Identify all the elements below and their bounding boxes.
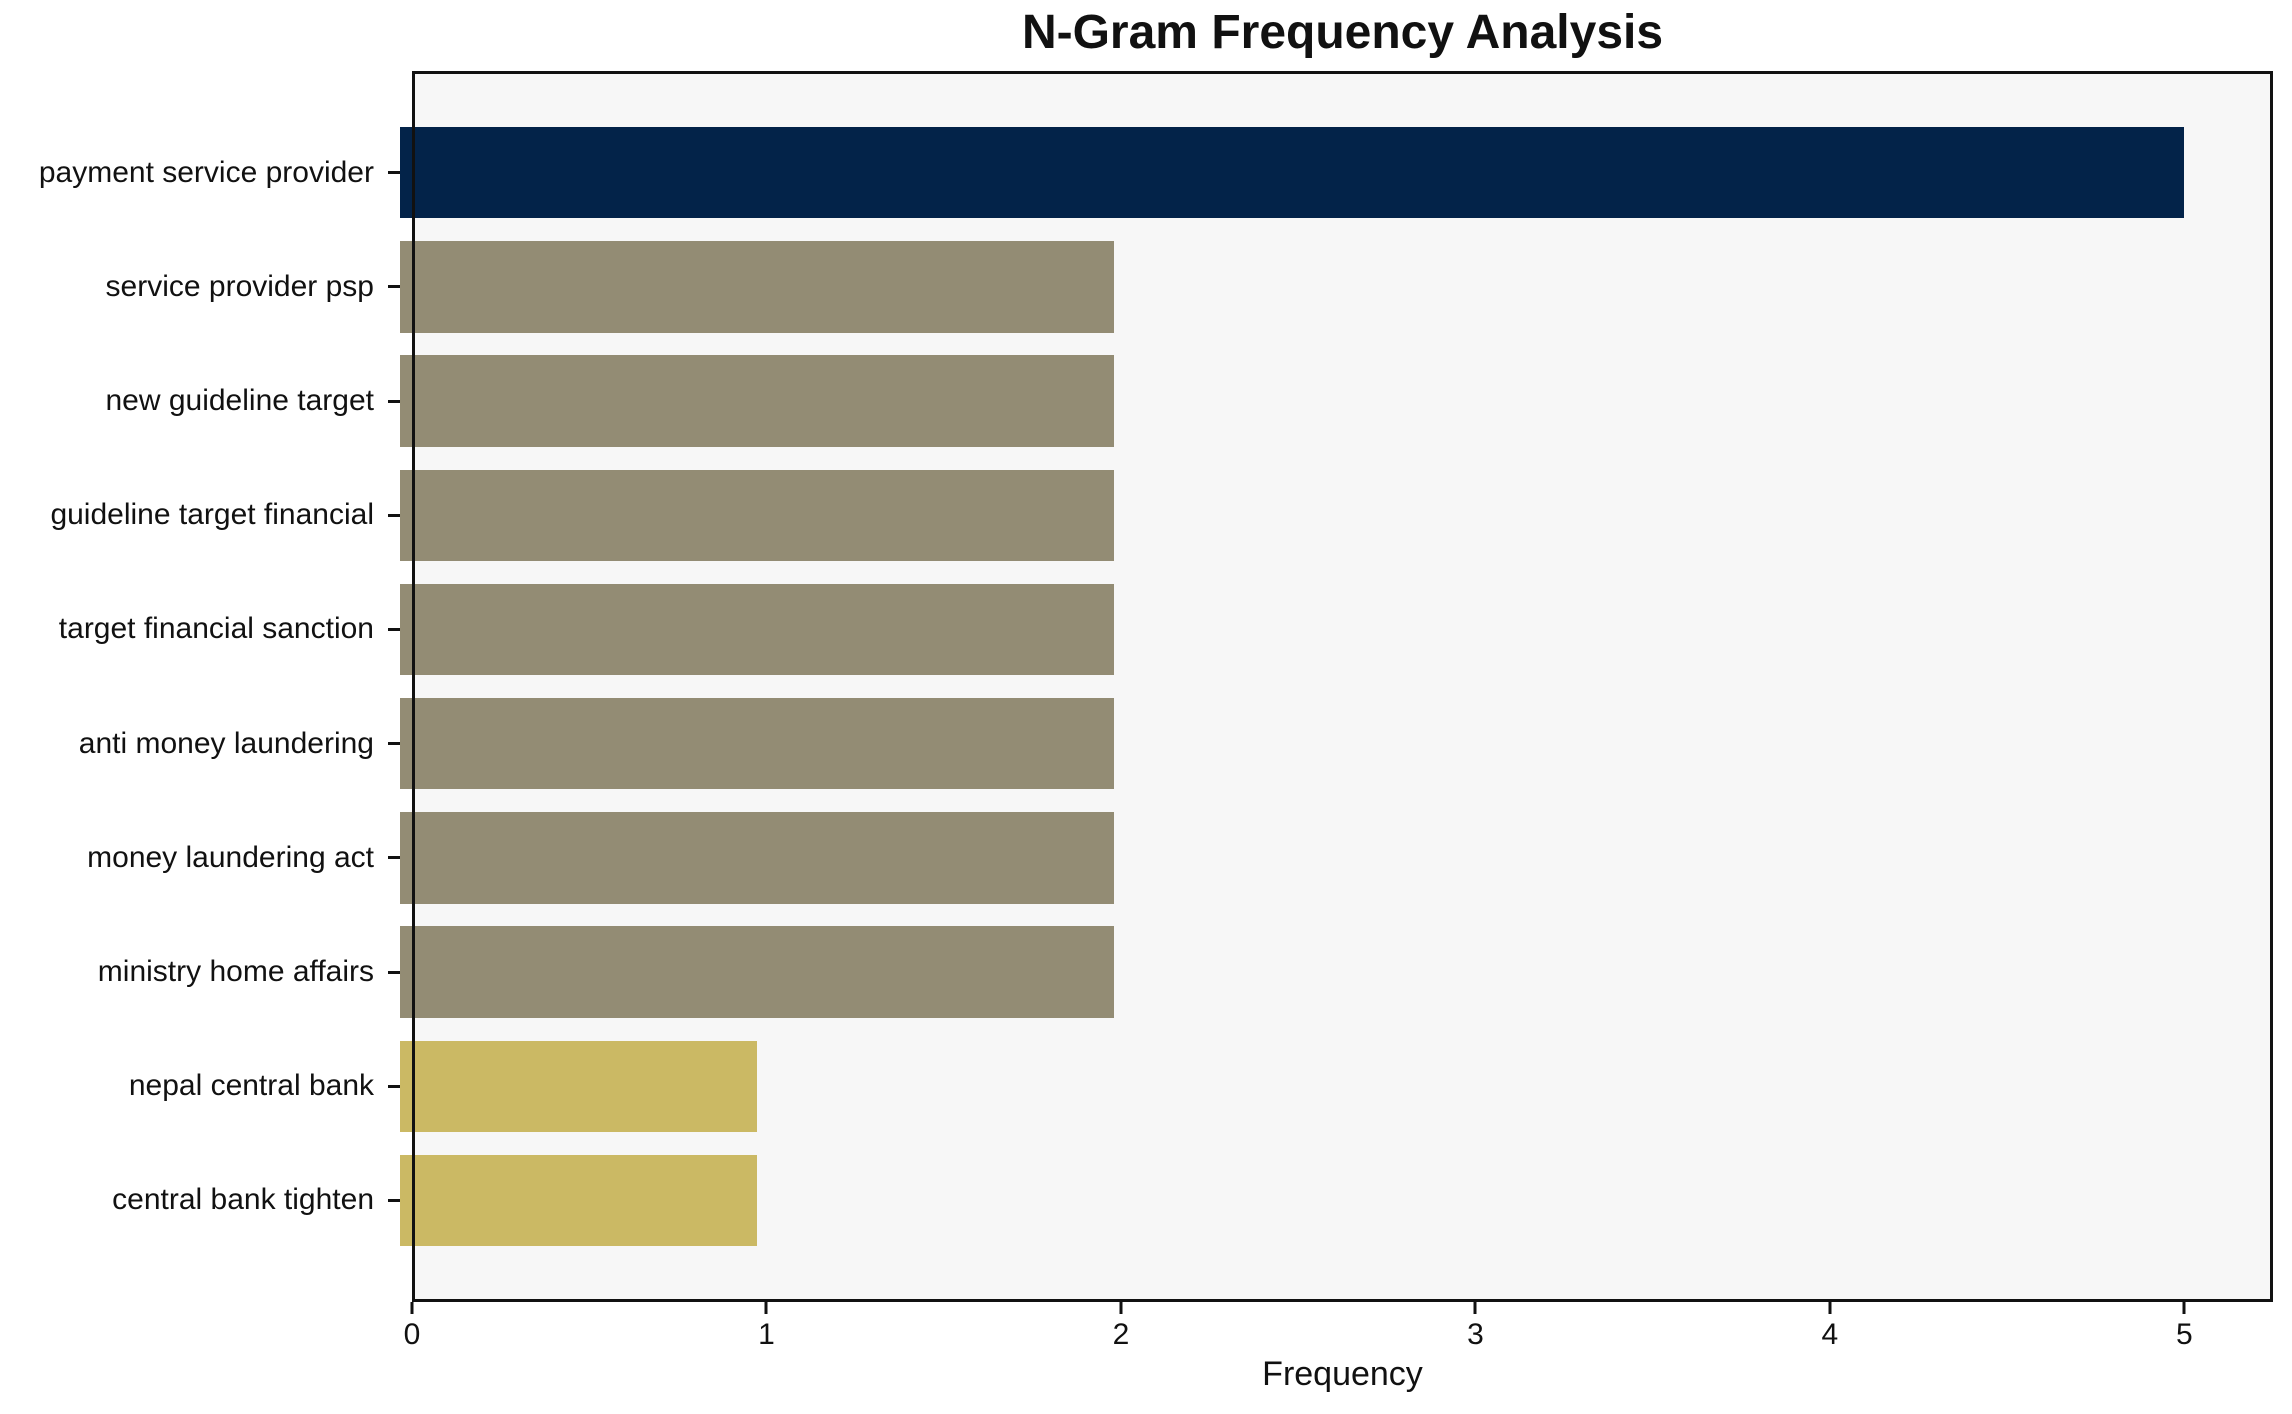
chart-row: target financial sanction	[0, 583, 2273, 676]
chart-row: ministry home affairs	[0, 926, 2273, 1018]
bar-track	[400, 1154, 2273, 1247]
x-tick-mark	[410, 1302, 414, 1314]
chart-row: anti money laundering	[0, 697, 2273, 790]
y-tick-label: new guideline target	[105, 384, 374, 418]
y-tick-mark	[388, 1198, 400, 1202]
bar-track	[400, 583, 2273, 676]
bar-track	[400, 241, 2273, 333]
x-tick-mark	[1828, 1302, 1832, 1314]
bar	[400, 127, 2184, 219]
chart-row: service provider psp	[0, 241, 2273, 333]
y-tick-label: payment service provider	[38, 155, 374, 189]
x-tick-mark	[1119, 1302, 1123, 1314]
bar-track	[400, 127, 2273, 219]
x-tick-mark	[2182, 1302, 2186, 1314]
y-axis-spine	[412, 71, 415, 1302]
x-tick-label: 2	[1112, 1318, 1130, 1351]
y-tick-mark	[388, 171, 400, 175]
x-tick-label: 0	[403, 1318, 421, 1351]
bar-track	[400, 1040, 2273, 1132]
chart-row: payment service provider	[0, 127, 2273, 219]
bar	[400, 469, 1114, 561]
chart-row: guideline target financial	[0, 469, 2273, 561]
y-tick-label: anti money laundering	[78, 726, 374, 760]
bar	[400, 355, 1114, 447]
y-tick-label: guideline target financial	[50, 498, 374, 532]
y-tick-mark	[388, 970, 400, 974]
bar	[400, 697, 1114, 790]
x-tick-label: 5	[2176, 1318, 2193, 1351]
chart-rows: payment service provider service provider…	[0, 71, 2273, 1302]
y-tick-label: central bank tighten	[112, 1183, 374, 1217]
bar-track	[400, 812, 2273, 904]
bar	[400, 1154, 757, 1247]
bar-track	[400, 926, 2273, 1018]
x-tick-label: 1	[758, 1318, 775, 1351]
bar	[400, 926, 1114, 1018]
y-tick-mark	[388, 399, 400, 403]
x-axis-title: Frequency	[1262, 1355, 1423, 1393]
y-tick-label: service provider psp	[105, 269, 374, 303]
bar-track	[400, 697, 2273, 790]
x-tick-mark	[764, 1302, 768, 1314]
x-tick-label: 3	[1467, 1318, 1484, 1351]
y-tick-mark	[388, 742, 400, 746]
chart-row: nepal central bank	[0, 1040, 2273, 1132]
bar-track	[400, 469, 2273, 561]
x-tick-mark	[1473, 1302, 1477, 1314]
bar	[400, 583, 1114, 676]
bar-track	[400, 355, 2273, 447]
bar	[400, 1040, 757, 1132]
chart-row: money laundering act	[0, 812, 2273, 904]
chart-row: central bank tighten	[0, 1154, 2273, 1247]
y-tick-mark	[388, 513, 400, 517]
bar	[400, 812, 1114, 904]
y-tick-mark	[388, 856, 400, 860]
x-tick-label: 4	[1821, 1318, 1839, 1351]
y-tick-label: ministry home affairs	[97, 955, 374, 988]
chart-title: N-Gram Frequency Analysis	[1021, 6, 1664, 59]
y-tick-mark	[388, 1084, 400, 1088]
y-tick-label: nepal central bank	[128, 1069, 374, 1103]
y-tick-label: money laundering act	[87, 840, 374, 874]
bar	[400, 241, 1114, 333]
y-tick-mark	[388, 285, 400, 289]
chart-row: new guideline target	[0, 355, 2273, 447]
y-tick-label: target financial sanction	[58, 612, 374, 646]
x-axis: 0 1 2 3 4 5	[404, 1302, 2273, 1360]
y-tick-mark	[388, 627, 400, 631]
